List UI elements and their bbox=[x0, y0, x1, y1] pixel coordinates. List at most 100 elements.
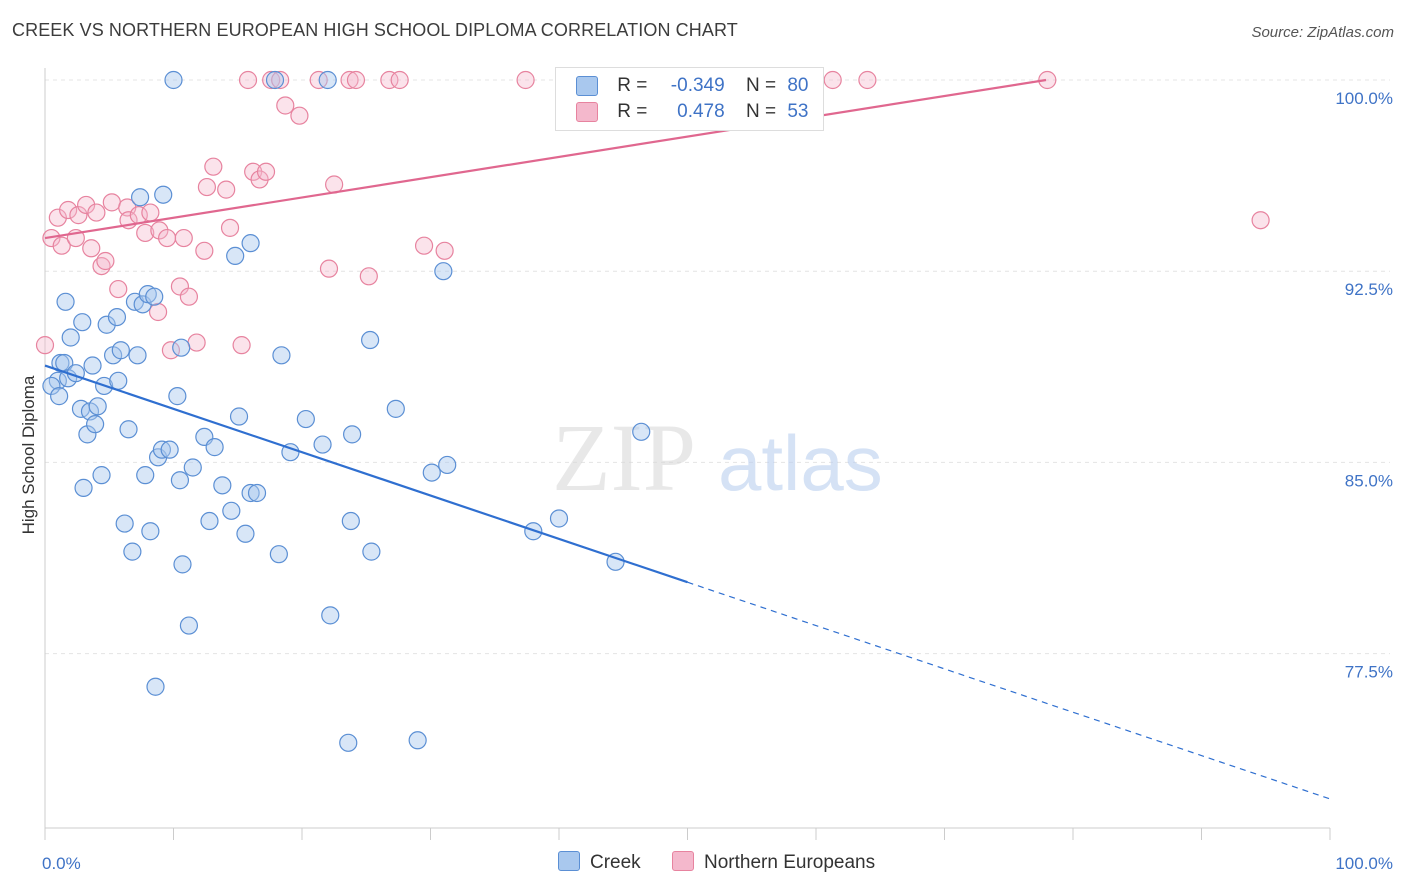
tick-labels: 100.0% 92.5% 85.0% 77.5% 0.0% 100.0% bbox=[42, 89, 1393, 873]
data-point-creek bbox=[341, 511, 360, 531]
data-point-northern-europeans bbox=[179, 287, 199, 306]
y-tick-label: 77.5% bbox=[1345, 663, 1393, 682]
trend-line-creek-extension bbox=[687, 581, 1331, 800]
bottom-legend-label-creek: Creek bbox=[590, 852, 641, 873]
data-point-northern-europeans bbox=[204, 157, 223, 176]
data-point-northern-europeans bbox=[195, 241, 214, 260]
data-point-creek bbox=[318, 70, 337, 90]
legend-swatch-northern-europeans bbox=[576, 101, 598, 122]
data-point-creek bbox=[145, 287, 164, 306]
data-point-creek bbox=[154, 185, 173, 204]
watermark-zip: ZIP bbox=[552, 404, 696, 511]
data-point-creek bbox=[241, 483, 260, 503]
data-point-northern-europeans bbox=[69, 206, 88, 225]
legend-n-label: N = bbox=[745, 101, 777, 122]
data-point-northern-europeans bbox=[59, 200, 78, 220]
data-point-creek bbox=[152, 440, 172, 459]
legend-box: R = -0.349 N = 80 R = 0.478 N = 53 bbox=[555, 67, 824, 131]
data-point-creek bbox=[265, 70, 285, 90]
data-point-northern-europeans bbox=[187, 333, 206, 352]
data-point-northern-europeans bbox=[256, 162, 276, 181]
bottom-legend-label-northern-europeans: Northern Europeans bbox=[704, 852, 876, 873]
data-point-northern-europeans bbox=[390, 70, 409, 90]
data-point-creek bbox=[339, 733, 358, 752]
data-point-creek bbox=[632, 422, 651, 441]
data-point-northern-europeans bbox=[136, 223, 155, 243]
data-point-northern-europeans bbox=[271, 70, 290, 90]
data-point-creek bbox=[146, 677, 165, 696]
legend-row-creek: R = -0.349 N = 80 bbox=[576, 75, 808, 101]
legend-swatch-creek bbox=[576, 75, 598, 96]
chart-source: Source: ZipAtlas.com bbox=[1251, 24, 1394, 41]
data-point-northern-europeans bbox=[109, 279, 128, 299]
data-point-creek bbox=[73, 313, 92, 332]
bottom-legend: Creek Northern Europeans bbox=[0, 851, 1406, 879]
data-point-creek bbox=[128, 346, 147, 365]
data-point-creek bbox=[296, 409, 315, 429]
watermark-atlas: atlas bbox=[718, 419, 883, 507]
legend-r-value: -0.349 bbox=[670, 75, 725, 96]
data-point-northern-europeans bbox=[435, 241, 454, 260]
data-point-creek bbox=[226, 246, 245, 266]
data-point-creek bbox=[272, 346, 291, 365]
data-point-creek bbox=[115, 514, 134, 533]
trend-line-creek bbox=[44, 364, 688, 584]
data-point-northern-europeans bbox=[141, 203, 160, 222]
legend-n-value: 53 bbox=[787, 101, 809, 122]
data-point-creek bbox=[549, 509, 569, 528]
data-point-creek bbox=[408, 731, 427, 750]
data-point-northern-europeans bbox=[1251, 211, 1270, 230]
data-point-northern-europeans bbox=[77, 195, 96, 215]
axes bbox=[44, 68, 1331, 840]
data-point-creek bbox=[97, 315, 116, 334]
data-point-creek bbox=[109, 371, 128, 390]
data-point-creek bbox=[422, 463, 441, 482]
data-point-creek bbox=[141, 522, 160, 541]
legend-r-label: R = bbox=[617, 75, 648, 96]
data-point-northern-europeans bbox=[157, 228, 177, 248]
data-point-creek bbox=[83, 356, 102, 375]
data-point-northern-europeans bbox=[516, 70, 535, 90]
data-point-creek bbox=[361, 330, 380, 350]
data-point-northern-europeans bbox=[276, 96, 295, 115]
data-point-creek bbox=[164, 70, 183, 90]
data-point-northern-europeans bbox=[48, 208, 67, 227]
data-point-northern-europeans bbox=[1038, 70, 1057, 90]
data-point-creek bbox=[130, 188, 150, 207]
data-point-creek bbox=[247, 483, 267, 503]
data-point-northern-europeans bbox=[174, 228, 193, 248]
bottom-legend-northern-europeans: Northern Europeans bbox=[672, 851, 875, 874]
data-point-northern-europeans bbox=[52, 236, 71, 255]
data-point-creek bbox=[111, 341, 130, 360]
data-point-creek bbox=[88, 397, 107, 416]
data-point-creek bbox=[168, 387, 187, 406]
data-point-creek bbox=[56, 292, 75, 311]
data-point-creek bbox=[343, 425, 362, 444]
data-point-creek bbox=[241, 234, 260, 253]
y-tick-label: 100.0% bbox=[1335, 89, 1393, 108]
data-point-creek bbox=[160, 440, 179, 459]
data-point-northern-europeans bbox=[290, 106, 309, 125]
data-point-northern-europeans bbox=[414, 236, 434, 255]
series-creek bbox=[42, 70, 651, 752]
data-point-creek bbox=[173, 555, 192, 574]
data-point-northern-europeans bbox=[232, 336, 251, 355]
data-point-creek bbox=[386, 399, 405, 418]
data-point-northern-europeans bbox=[359, 267, 378, 286]
data-point-northern-europeans bbox=[170, 277, 190, 296]
data-point-creek bbox=[78, 425, 97, 444]
data-point-creek bbox=[50, 387, 69, 406]
trend-line-northern-europeans bbox=[44, 78, 1047, 240]
data-point-northern-europeans bbox=[82, 239, 101, 258]
data-point-northern-europeans bbox=[102, 193, 121, 212]
data-point-creek bbox=[313, 435, 332, 454]
data-point-northern-europeans bbox=[319, 259, 339, 278]
data-point-creek bbox=[269, 545, 288, 564]
data-point-creek bbox=[86, 415, 105, 434]
data-point-northern-europeans bbox=[858, 70, 877, 90]
data-point-creek bbox=[92, 466, 111, 485]
data-point-creek bbox=[183, 458, 202, 477]
data-point-creek bbox=[61, 328, 80, 347]
legend-r-value: 0.478 bbox=[677, 101, 725, 122]
data-point-creek bbox=[136, 466, 155, 485]
